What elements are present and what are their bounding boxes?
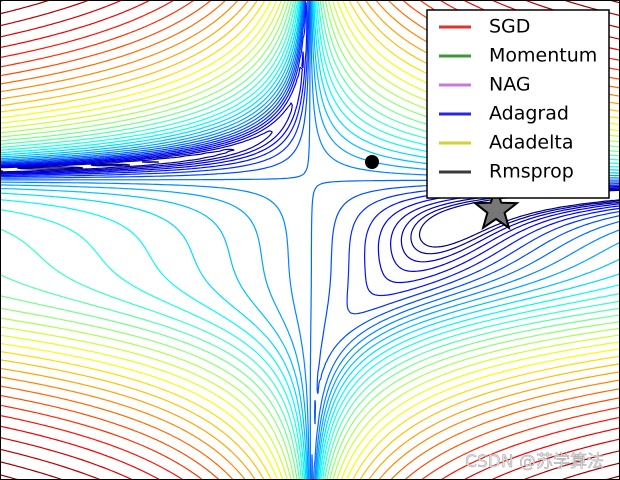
legend-label: Adadelta <box>489 132 574 154</box>
legend-label: Adagrad <box>489 103 569 125</box>
legend-label: SGD <box>489 16 530 38</box>
legend: SGD Momentum NAG Adagrad Adadelta Rmsprop <box>426 9 610 199</box>
point-layer <box>365 155 520 231</box>
legend-box <box>426 9 610 199</box>
legend-label: Momentum <box>489 45 597 67</box>
legend-label: NAG <box>489 74 531 96</box>
minimum-star <box>472 185 520 231</box>
watermark: CSDN @苏学算法 <box>465 452 604 472</box>
start-point <box>365 155 379 169</box>
legend-label: Rmsprop <box>489 161 574 183</box>
